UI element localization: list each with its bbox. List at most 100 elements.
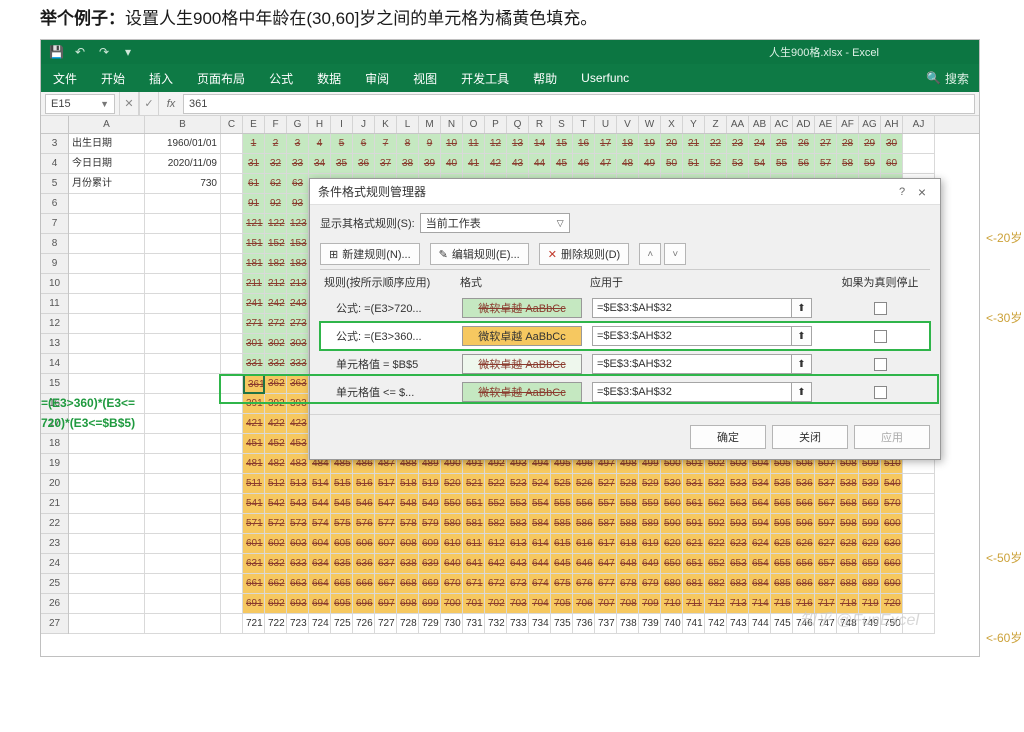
cell[interactable]: 693 [287, 594, 309, 614]
cell[interactable]: 19 [639, 134, 661, 154]
cell[interactable]: 736 [573, 614, 595, 634]
cell[interactable]: 50 [661, 154, 683, 174]
cell[interactable]: 682 [705, 574, 727, 594]
col-header[interactable]: H [309, 116, 331, 133]
cell[interactable]: 602 [265, 534, 287, 554]
col-header[interactable]: AB [749, 116, 771, 133]
cell[interactable]: 730 [145, 174, 221, 194]
applies-to-input[interactable]: =$E$3:$AH$32 [592, 326, 792, 346]
cell[interactable]: 661 [243, 574, 265, 594]
col-header[interactable]: L [397, 116, 419, 133]
cell[interactable]: 638 [397, 554, 419, 574]
cell[interactable] [221, 274, 243, 294]
cell[interactable]: 660 [881, 554, 903, 574]
cell[interactable]: 301 [243, 334, 265, 354]
cell[interactable] [69, 234, 145, 254]
row-header[interactable]: 15 [41, 374, 68, 394]
cell[interactable]: 331 [243, 354, 265, 374]
cell[interactable]: 24 [749, 134, 771, 154]
cell[interactable]: 625 [771, 534, 793, 554]
cell[interactable]: 695 [331, 594, 353, 614]
cell[interactable]: 669 [419, 574, 441, 594]
cell[interactable]: 597 [815, 514, 837, 534]
cell[interactable]: 594 [749, 514, 771, 534]
cell[interactable]: 585 [551, 514, 573, 534]
cell[interactable]: 709 [639, 594, 661, 614]
cell[interactable]: 542 [265, 494, 287, 514]
cell[interactable]: 698 [397, 594, 419, 614]
cell[interactable]: 645 [551, 554, 573, 574]
cell[interactable]: 630 [881, 534, 903, 554]
cell[interactable]: 523 [507, 474, 529, 494]
cell[interactable]: 596 [793, 514, 815, 534]
cell[interactable]: 686 [793, 574, 815, 594]
rule-row[interactable]: 公式: =(E3>360...微软卓越 AaBbCc=$E$3:$AH$32⬆ [320, 322, 930, 350]
cell[interactable]: 580 [441, 514, 463, 534]
cell[interactable]: 662 [265, 574, 287, 594]
cell[interactable]: 619 [639, 534, 661, 554]
cell[interactable]: 654 [749, 554, 771, 574]
cell[interactable]: 586 [573, 514, 595, 534]
cell[interactable]: 512 [265, 474, 287, 494]
cell[interactable] [221, 154, 243, 174]
cell[interactable]: 607 [375, 534, 397, 554]
cell[interactable]: 11 [463, 134, 485, 154]
cell[interactable]: 273 [287, 314, 309, 334]
cell[interactable]: 242 [265, 294, 287, 314]
cell[interactable]: 576 [353, 514, 375, 534]
cell[interactable]: 738 [617, 614, 639, 634]
cell[interactable]: 609 [419, 534, 441, 554]
col-header[interactable]: X [661, 116, 683, 133]
cell[interactable]: 672 [485, 574, 507, 594]
cell[interactable]: 423 [287, 414, 309, 434]
cell[interactable]: 517 [375, 474, 397, 494]
cell[interactable]: 739 [639, 614, 661, 634]
cell[interactable]: 670 [441, 574, 463, 594]
col-header[interactable]: K [375, 116, 397, 133]
cell[interactable]: 647 [595, 554, 617, 574]
cell[interactable]: 656 [793, 554, 815, 574]
cell[interactable] [145, 314, 221, 334]
cell[interactable]: 60 [881, 154, 903, 174]
help-icon[interactable]: ? [892, 186, 912, 198]
cell[interactable]: 652 [705, 554, 727, 574]
cell[interactable]: 707 [595, 594, 617, 614]
cell[interactable]: 49 [639, 154, 661, 174]
cell[interactable]: 32 [265, 154, 287, 174]
cell[interactable]: 42 [485, 154, 507, 174]
cell[interactable]: 599 [859, 514, 881, 534]
row-header[interactable]: 26 [41, 594, 68, 614]
cell[interactable] [221, 174, 243, 194]
cell[interactable]: 539 [859, 474, 881, 494]
cell[interactable] [69, 254, 145, 274]
col-header[interactable]: AC [771, 116, 793, 133]
cell[interactable]: 453 [287, 434, 309, 454]
cell[interactable]: 691 [243, 594, 265, 614]
row-header[interactable]: 6 [41, 194, 68, 214]
cell[interactable] [69, 454, 145, 474]
row-header[interactable]: 14 [41, 354, 68, 374]
cell[interactable] [145, 334, 221, 354]
cell[interactable]: 43 [507, 154, 529, 174]
col-header[interactable]: AE [815, 116, 837, 133]
cell[interactable]: 620 [661, 534, 683, 554]
cell[interactable]: 361 [243, 374, 265, 394]
col-header[interactable]: AF [837, 116, 859, 133]
cell[interactable]: 152 [265, 234, 287, 254]
ribbon-tab-开发工具[interactable]: 开发工具 [449, 64, 521, 92]
cell[interactable] [69, 574, 145, 594]
cell[interactable] [145, 374, 221, 394]
cell[interactable]: 708 [617, 594, 639, 614]
row-header[interactable]: 19 [41, 454, 68, 474]
row-header[interactable]: 21 [41, 494, 68, 514]
cell[interactable]: 12 [485, 134, 507, 154]
cell[interactable]: 535 [771, 474, 793, 494]
cell[interactable] [221, 294, 243, 314]
cell[interactable]: 637 [375, 554, 397, 574]
cell[interactable]: 696 [353, 594, 375, 614]
cell[interactable]: 655 [771, 554, 793, 574]
cell[interactable] [69, 474, 145, 494]
cell[interactable]: 728 [397, 614, 419, 634]
col-header[interactable]: N [441, 116, 463, 133]
cell[interactable]: 557 [595, 494, 617, 514]
